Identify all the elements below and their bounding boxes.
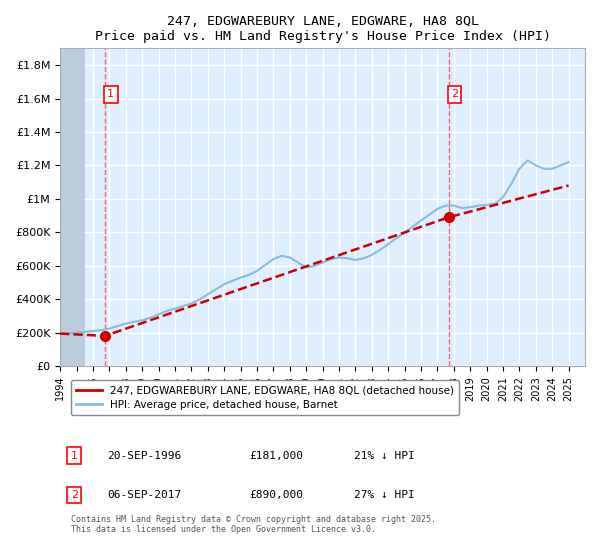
- Text: 2: 2: [451, 90, 458, 100]
- Text: 1: 1: [107, 90, 114, 100]
- Text: 20-SEP-1996: 20-SEP-1996: [107, 451, 182, 460]
- Text: 1: 1: [71, 451, 78, 460]
- Legend: 247, EDGWAREBURY LANE, EDGWARE, HA8 8QL (detached house), HPI: Average price, de: 247, EDGWAREBURY LANE, EDGWARE, HA8 8QL …: [71, 380, 460, 415]
- Text: £890,000: £890,000: [249, 490, 303, 500]
- Text: 27% ↓ HPI: 27% ↓ HPI: [354, 490, 415, 500]
- Text: 2: 2: [71, 490, 78, 500]
- Text: 06-SEP-2017: 06-SEP-2017: [107, 490, 182, 500]
- Text: Contains HM Land Registry data © Crown copyright and database right 2025.
This d: Contains HM Land Registry data © Crown c…: [71, 515, 436, 534]
- Text: £181,000: £181,000: [249, 451, 303, 460]
- Text: 21% ↓ HPI: 21% ↓ HPI: [354, 451, 415, 460]
- Bar: [60, 48, 85, 366]
- Title: 247, EDGWAREBURY LANE, EDGWARE, HA8 8QL
Price paid vs. HM Land Registry's House : 247, EDGWAREBURY LANE, EDGWARE, HA8 8QL …: [95, 15, 551, 43]
